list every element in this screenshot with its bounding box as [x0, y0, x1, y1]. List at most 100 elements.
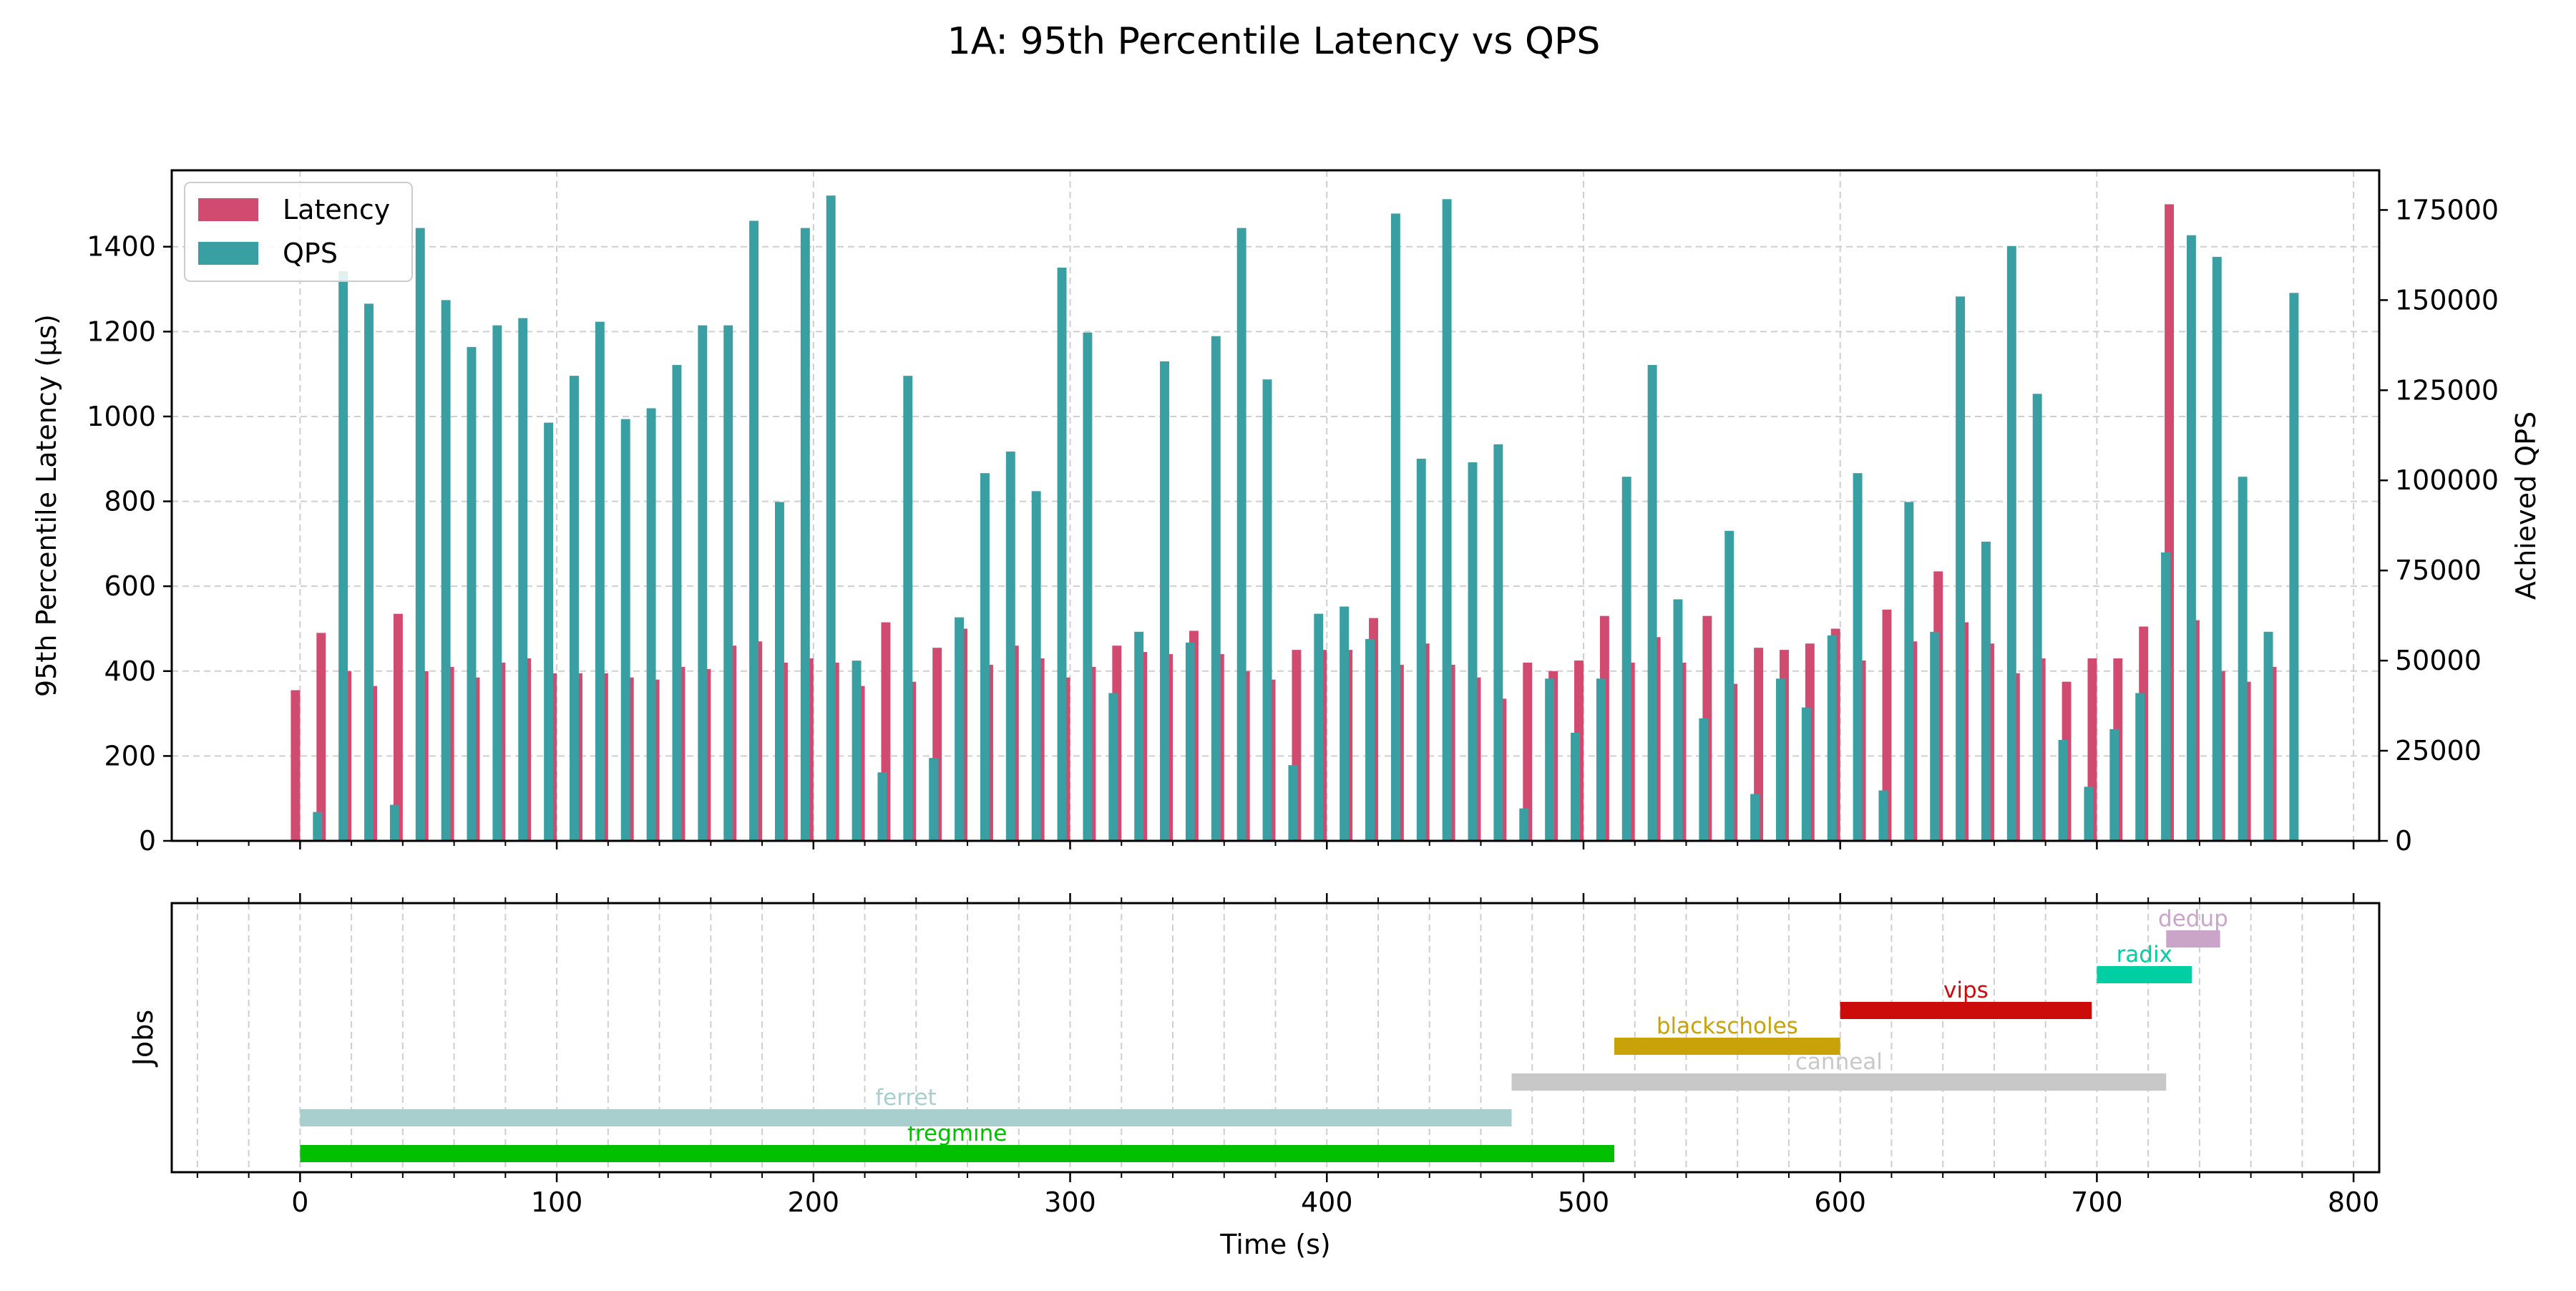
qps-bar: [929, 758, 939, 841]
qps-bar: [1493, 444, 1503, 841]
right-axis-tick-label: 150000: [2395, 284, 2499, 316]
left-axis-tick-label: 1000: [87, 401, 156, 432]
left-axis-tick-label: 200: [104, 740, 156, 771]
left-axis-tick-label: 600: [104, 570, 156, 602]
qps-bar: [1160, 361, 1169, 841]
left-axis-tick-label: 1200: [87, 316, 156, 347]
qps-bar: [441, 300, 451, 841]
qps-bar: [1083, 332, 1093, 841]
job-bar-blackscholes: [1614, 1038, 1840, 1055]
qps-bar: [852, 661, 862, 841]
left-axis-tick-label: 1400: [87, 231, 156, 263]
latency-bar: [1754, 648, 1764, 841]
job-bar-fregmine: [300, 1145, 1615, 1162]
qps-bar: [1236, 228, 1246, 841]
qps-bar: [492, 325, 502, 841]
x-axis-tick-label: 300: [1044, 1187, 1096, 1218]
qps-bar: [2161, 552, 2171, 841]
qps-bar: [1108, 693, 1118, 841]
qps-bar: [1442, 199, 1452, 841]
right-axis-label: Achieved QPS: [2510, 411, 2542, 600]
qps-bar: [1699, 718, 1709, 841]
qps-bar: [723, 325, 733, 841]
qps-bar: [570, 376, 579, 841]
right-axis-tick-label: 0: [2395, 825, 2412, 857]
qps-bar: [877, 772, 887, 841]
qps-bar: [955, 617, 965, 841]
x-axis-tick-label: 100: [531, 1187, 583, 1218]
latency-bar: [1523, 662, 1533, 841]
qps-bar: [467, 346, 477, 841]
legend-swatch-latency: [198, 198, 258, 221]
qps-bar: [2186, 235, 2196, 841]
qps-bar: [1545, 678, 1555, 841]
left-axis-label: 95th Percentile Latency (µs): [31, 314, 62, 697]
legend-swatch-qps: [198, 242, 258, 265]
qps-bar: [1647, 365, 1657, 842]
latency-bar: [291, 690, 301, 841]
qps-bar: [800, 228, 810, 841]
jobs-panel: fregmineferretcannealblackscholesvipsrad…: [127, 893, 2381, 1260]
job-bar-ferret: [300, 1109, 1512, 1126]
right-axis-tick-label: 175000: [2395, 194, 2499, 225]
qps-bar: [1005, 451, 1015, 841]
job-bar-vips: [1840, 1002, 2092, 1019]
qps-bar: [1340, 606, 1350, 841]
job-label-dedup: dedup: [2158, 906, 2228, 932]
legend: Latency QPS: [184, 182, 413, 282]
qps-bar: [1468, 462, 1478, 841]
qps-bar: [749, 220, 759, 842]
qps-bar: [1981, 541, 1991, 841]
qps-bar: [2135, 693, 2145, 841]
job-label-ferret: ferret: [875, 1085, 936, 1111]
latency-qps-panel: 0 200 400 600 800 1000 1200 1400 0 25000 50000 7500…: [31, 169, 2542, 857]
job-label-vips: vips: [1943, 978, 1989, 1003]
x-axis-tick-label: 600: [1814, 1187, 1866, 1218]
left-axis-tick-label: 400: [104, 656, 156, 687]
qps-bar: [544, 422, 554, 841]
qps-bar: [1571, 732, 1580, 841]
right-axis-tick-label: 125000: [2395, 374, 2499, 406]
qps-bar: [1365, 638, 1375, 841]
qps-bar: [774, 502, 784, 841]
job-label-radix: radix: [2117, 942, 2172, 968]
qps-bar: [826, 195, 836, 841]
qps-bar: [1519, 808, 1529, 841]
qps-bar: [1288, 765, 1298, 841]
left-axis-tick-label: 800: [104, 486, 156, 517]
qps-bar: [1211, 336, 1221, 841]
job-label-blackscholes: blackscholes: [1657, 1013, 1798, 1039]
qps-bar: [364, 303, 374, 842]
x-axis-tick-label: 500: [1558, 1187, 1610, 1218]
qps-bar: [313, 812, 323, 841]
qps-bar: [1057, 268, 1067, 842]
qps-bar: [1878, 790, 1888, 841]
qps-bar: [518, 318, 528, 842]
qps-bar: [1750, 794, 1760, 841]
qps-bar: [2238, 477, 2248, 841]
qps-bar: [1596, 678, 1606, 841]
qps-bar: [2263, 631, 2273, 841]
qps-bar: [672, 365, 682, 842]
x-axis-tick-label: 200: [788, 1187, 840, 1218]
qps-bar: [646, 408, 656, 841]
right-axis-tick-label: 100000: [2395, 464, 2499, 496]
job-bar-canneal: [1511, 1073, 2167, 1091]
qps-bar: [2212, 256, 2222, 842]
latency-bar: [393, 613, 403, 841]
qps-bar: [620, 419, 630, 841]
qps-bar: [2084, 786, 2094, 841]
chart-title: 1A: 95th Percentile Latency vs QPS: [947, 20, 1601, 63]
qps-bar: [1827, 635, 1837, 841]
qps-bar: [595, 321, 605, 841]
qps-bar: [389, 804, 399, 841]
qps-bar: [2032, 394, 2042, 841]
latency-bar: [316, 633, 326, 841]
right-axis-tick-label: 75000: [2395, 555, 2482, 586]
qps-bar: [2289, 293, 2299, 842]
qps-bar: [2006, 245, 2016, 842]
x-axis-tick-label: 800: [2328, 1187, 2380, 1218]
jobs-axis-label: Jobs: [127, 1010, 159, 1067]
